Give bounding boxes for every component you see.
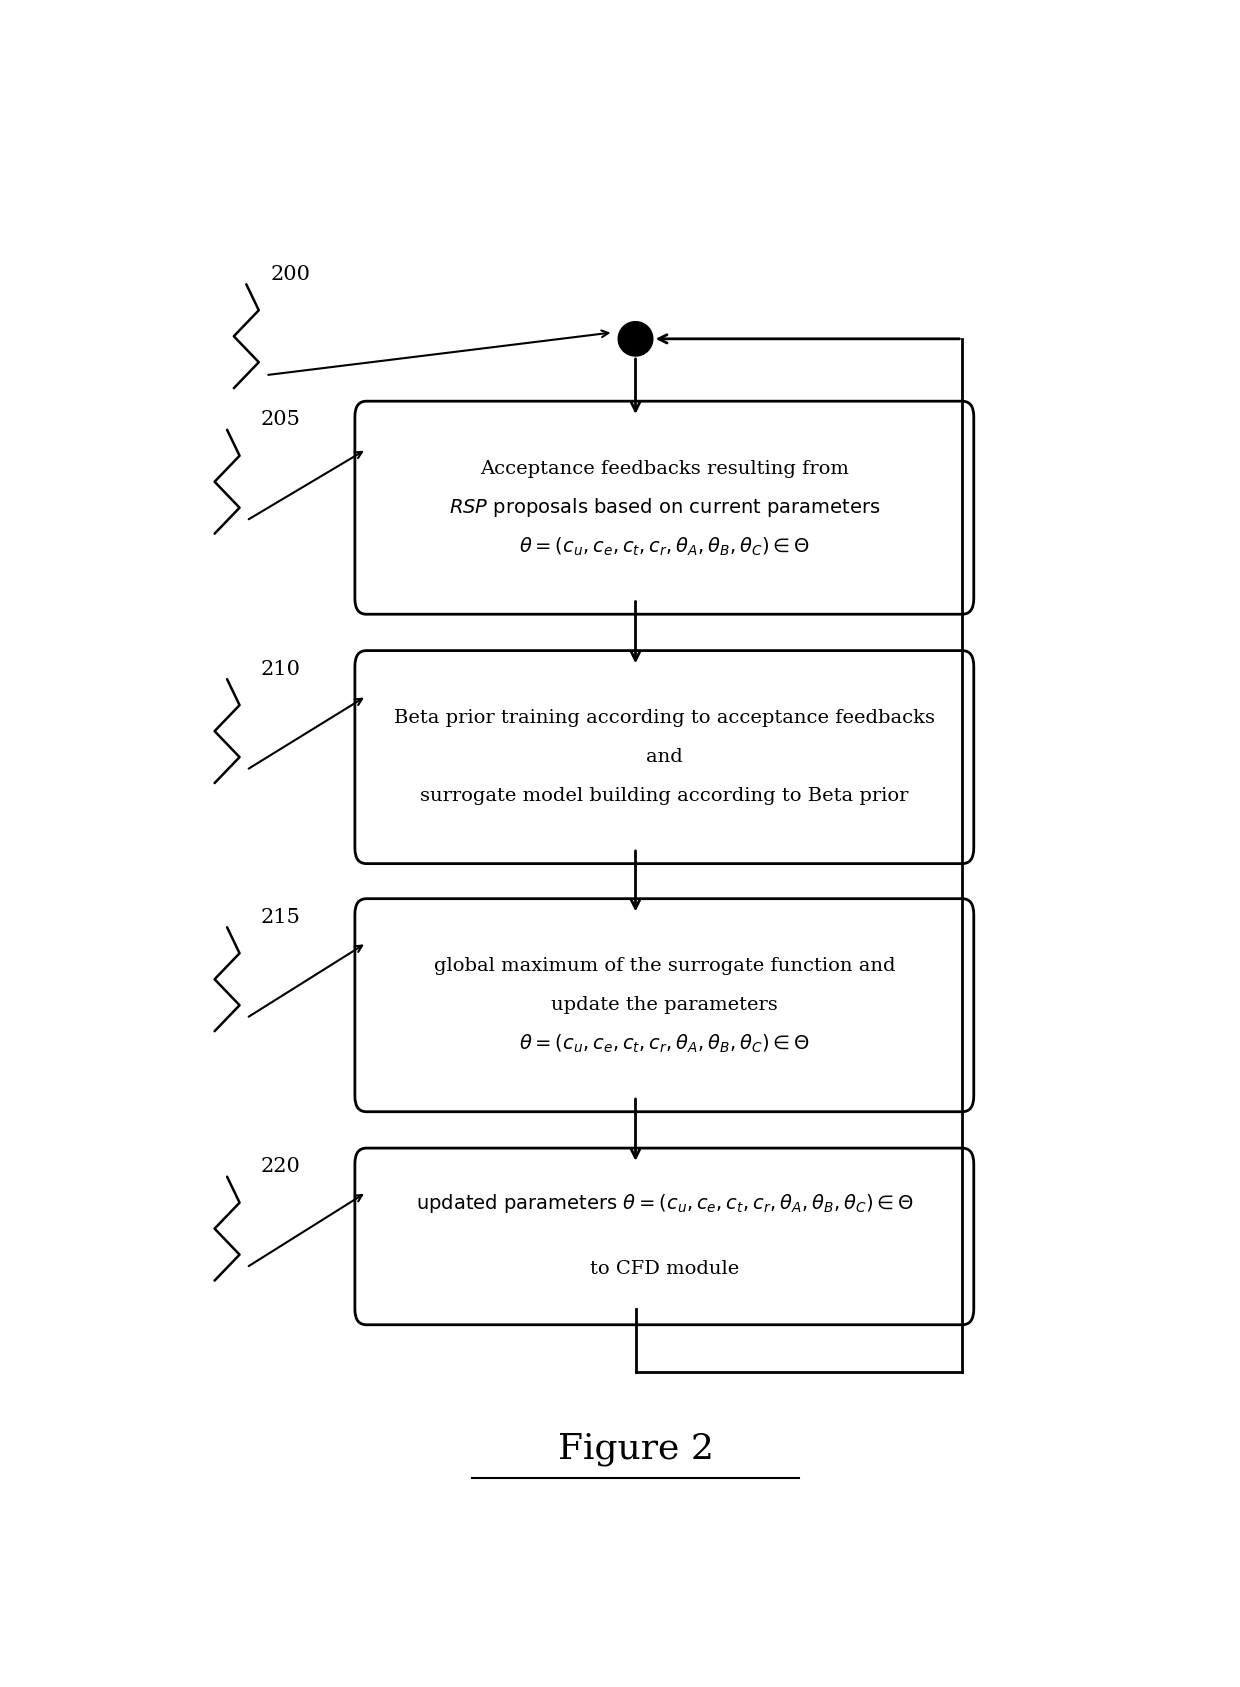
Text: and: and [646, 747, 683, 766]
Text: 220: 220 [260, 1157, 300, 1176]
Text: $\theta=(c_u,c_e,c_t,c_r,\theta_A,\theta_B,\theta_C)\in\Theta$: $\theta=(c_u,c_e,c_t,c_r,\theta_A,\theta… [520, 535, 810, 558]
FancyBboxPatch shape [355, 402, 973, 614]
Text: to CFD module: to CFD module [590, 1260, 739, 1279]
Text: 205: 205 [260, 410, 300, 428]
FancyBboxPatch shape [355, 1149, 973, 1324]
Text: 210: 210 [260, 660, 301, 678]
Text: Figure 2: Figure 2 [558, 1432, 713, 1466]
FancyBboxPatch shape [355, 651, 973, 864]
Text: $\mathrm{updated\ parameters\ }\theta=(c_u,c_e,c_t,c_r,\theta_A,\theta_B,\theta_: $\mathrm{updated\ parameters\ }\theta=(c… [415, 1193, 913, 1215]
Text: update the parameters: update the parameters [551, 997, 777, 1014]
FancyBboxPatch shape [355, 899, 973, 1112]
Text: Beta prior training according to acceptance feedbacks: Beta prior training according to accepta… [394, 709, 935, 727]
Text: surrogate model building according to Beta prior: surrogate model building according to Be… [420, 788, 909, 805]
Text: global maximum of the surrogate function and: global maximum of the surrogate function… [434, 957, 895, 975]
Text: 200: 200 [270, 265, 310, 283]
Ellipse shape [619, 322, 652, 356]
Text: Acceptance feedbacks resulting from: Acceptance feedbacks resulting from [480, 461, 848, 477]
Text: $\theta=(c_u,c_e,c_t,c_r,\theta_A,\theta_B,\theta_C)\in\Theta$: $\theta=(c_u,c_e,c_t,c_r,\theta_A,\theta… [520, 1032, 810, 1056]
Text: $\mathit{RSP}$ proposals based on current parameters: $\mathit{RSP}$ proposals based on curren… [449, 496, 880, 520]
Text: 215: 215 [260, 908, 300, 926]
